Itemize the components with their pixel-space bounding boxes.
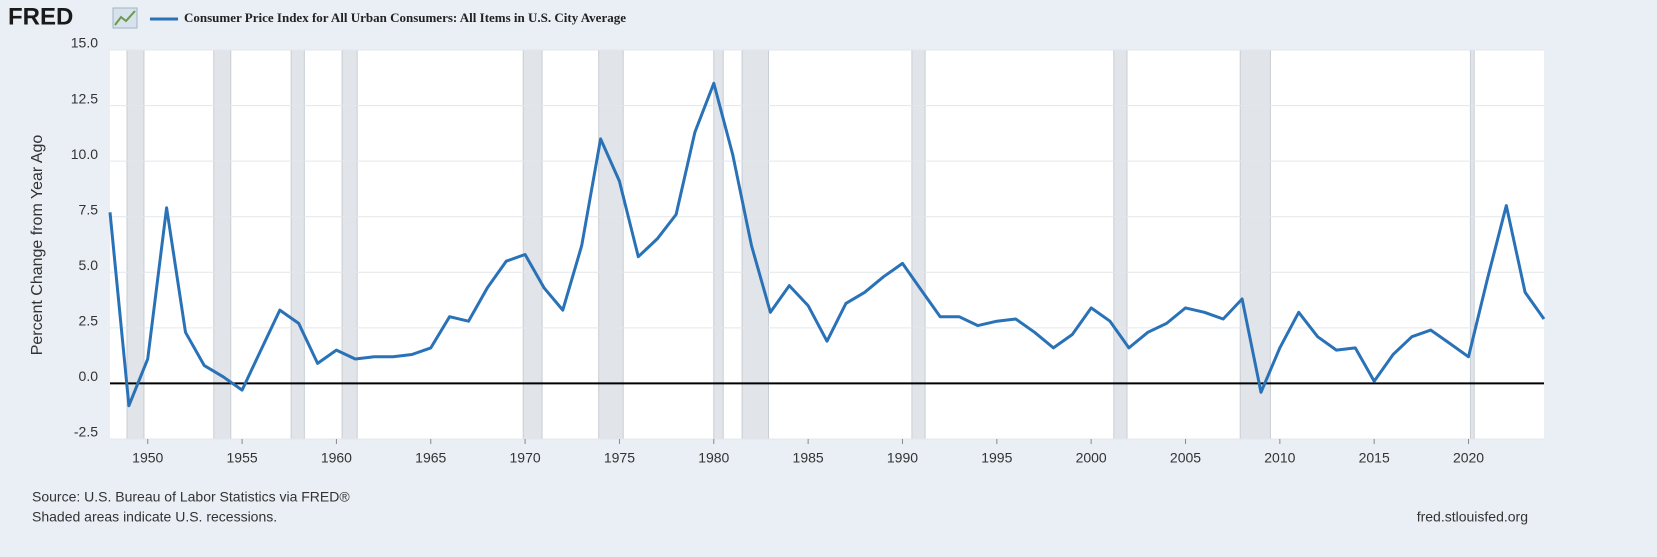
y-tick-label: -2.5 [74, 424, 98, 440]
recession-band [741, 49, 770, 440]
y-tick-label: 10.0 [71, 146, 98, 162]
y-tick-label: 0.0 [79, 368, 99, 384]
logo-icon [112, 7, 138, 29]
x-tick-label: 1950 [132, 450, 163, 466]
y-tick-label: 5.0 [79, 257, 99, 273]
x-tick-label: 2020 [1453, 450, 1484, 466]
x-tick-label: 1975 [604, 450, 635, 466]
source: Source: U.S. Bureau of Labor Statistics … [32, 489, 350, 505]
recession-band [126, 49, 145, 440]
recession-band [1113, 49, 1128, 440]
x-tick-label: 1980 [698, 450, 729, 466]
x-tick-label: 2005 [1170, 450, 1201, 466]
x-tick-label: 1960 [321, 450, 352, 466]
x-tick-label: 1985 [793, 450, 824, 466]
x-tick-label: 1970 [510, 450, 541, 466]
legend-label: Consumer Price Index for All Urban Consu… [184, 10, 626, 25]
x-tick-label: 2000 [1076, 450, 1107, 466]
recession-band [911, 49, 926, 440]
note: Shaded areas indicate U.S. recessions. [32, 509, 277, 525]
series-line [108, 81, 1546, 408]
recession-band [341, 49, 358, 440]
credit: fred.stlouisfed.org [1417, 509, 1528, 525]
recession-band [290, 49, 305, 440]
y-axis-label: Percent Change from Year Ago [29, 135, 46, 356]
y-tick-label: 7.5 [79, 201, 99, 217]
recession-band [1469, 49, 1475, 440]
plot-area [110, 50, 1544, 439]
y-tick-label: 12.5 [71, 90, 98, 106]
recession-band [522, 49, 543, 440]
y-tick-label: 15.0 [71, 35, 98, 51]
x-tick-label: 1995 [981, 450, 1012, 466]
y-tick-label: 2.5 [79, 313, 99, 329]
x-tick-label: 2010 [1264, 450, 1295, 466]
x-tick-label: 1955 [227, 450, 258, 466]
logo: FRED [8, 3, 73, 30]
x-tick-label: 1990 [887, 450, 918, 466]
x-tick-label: 1965 [415, 450, 446, 466]
x-tick-label: 2015 [1359, 450, 1390, 466]
recession-band [598, 49, 624, 440]
